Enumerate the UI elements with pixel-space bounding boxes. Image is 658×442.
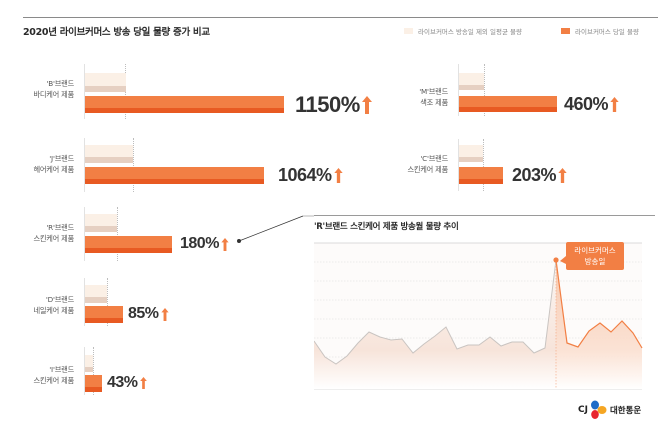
product-name: 색조 제품 bbox=[420, 98, 448, 107]
axis-line bbox=[458, 64, 459, 116]
legend-item-baseline: 라이브커머스 방송일 제외 일평균 물량 bbox=[404, 26, 522, 36]
cj-logo: CJ 대한통운 bbox=[578, 400, 641, 420]
up-arrow-icon bbox=[333, 168, 343, 183]
broadcast-day-point bbox=[553, 257, 559, 263]
product-name: 네일케어 제품 bbox=[33, 306, 74, 315]
broadcast-day-tooltip: 라이브커머스 방송일 bbox=[566, 242, 624, 270]
tooltip-line: 방송일 bbox=[584, 257, 606, 266]
brand-name: 'M'브랜드 bbox=[419, 87, 448, 96]
bar-live-b bbox=[85, 96, 284, 113]
header-rule bbox=[23, 17, 658, 18]
trend-panel-title: 'R'브랜드 스킨케어 제품 방송월 물량 추이 bbox=[314, 222, 459, 232]
increase-value-r: 180% bbox=[180, 235, 229, 253]
baseline-marker bbox=[107, 278, 108, 326]
product-name: 스킨케어 제품 bbox=[33, 376, 74, 385]
legend-swatch-orange bbox=[561, 28, 570, 34]
bar-baseline-c bbox=[459, 145, 483, 162]
brand-label-c: 'C'브랜드 스킨케어 제품 bbox=[407, 153, 448, 175]
legend-label: 라이브커머스 방송일 제외 일평균 물량 bbox=[418, 28, 522, 36]
bar-live-c bbox=[459, 167, 503, 184]
bar-baseline-j bbox=[85, 145, 133, 163]
axis-line bbox=[84, 278, 85, 326]
legend-swatch-light bbox=[404, 28, 413, 34]
bar-baseline-r bbox=[85, 214, 117, 232]
bar-baseline-i bbox=[85, 355, 93, 372]
brand-name: 'D'브랜드 bbox=[45, 295, 74, 304]
bar-live-d bbox=[85, 306, 123, 323]
brand-label-d: 'D'브랜드 네일케어 제품 bbox=[33, 294, 74, 316]
brand-name: 'C'브랜드 bbox=[420, 154, 448, 163]
product-name: 헤어케어 제품 bbox=[33, 165, 74, 174]
axis-line bbox=[84, 347, 85, 395]
tooltip-line: 라이브커머스 bbox=[574, 246, 616, 255]
axis-line bbox=[84, 64, 85, 119]
brand-label-b: 'B'브랜드 바디케어 제품 bbox=[33, 78, 74, 100]
legend-item-live: 라이브커머스 당일 물량 bbox=[561, 26, 639, 36]
brand-name: 'B'브랜드 bbox=[46, 79, 74, 88]
panel-rule bbox=[314, 215, 655, 216]
brand-name: 'J'브랜드 bbox=[49, 154, 74, 163]
legend-label: 라이브커머스 당일 물량 bbox=[575, 28, 639, 36]
bar-live-m bbox=[459, 96, 557, 112]
product-name: 스킨케어 제품 bbox=[33, 234, 74, 243]
brand-name: 'R'브랜드 bbox=[46, 223, 74, 232]
bar-live-j bbox=[85, 167, 264, 184]
product-name: 바디케어 제품 bbox=[33, 90, 74, 99]
page-title: 2020년 라이브커머스 방송 당일 물량 증가 비교 bbox=[23, 27, 210, 38]
increase-value-c: 203% bbox=[512, 165, 567, 186]
increase-value-d: 85% bbox=[128, 305, 169, 323]
logo-name-text: 대한통운 bbox=[609, 406, 642, 416]
axis-line bbox=[84, 207, 85, 261]
baseline-marker bbox=[93, 347, 94, 395]
brand-label-j: 'J'브랜드 헤어케어 제품 bbox=[33, 153, 74, 175]
bar-baseline-d bbox=[85, 285, 107, 303]
baseline-marker bbox=[133, 138, 134, 192]
brand-label-m: 'M'브랜드 색조 제품 bbox=[419, 86, 448, 108]
bar-baseline-b bbox=[85, 73, 126, 92]
bar-live-r bbox=[85, 236, 172, 253]
connector-line bbox=[237, 215, 314, 243]
increase-value-i: 43% bbox=[107, 374, 147, 392]
increase-value-b: 1150% bbox=[295, 92, 372, 118]
up-arrow-icon bbox=[610, 97, 619, 112]
product-name: 스킨케어 제품 bbox=[407, 165, 448, 174]
axis-line bbox=[84, 138, 85, 192]
up-arrow-icon bbox=[558, 168, 567, 183]
bar-baseline-m bbox=[459, 73, 484, 90]
baseline-marker bbox=[117, 207, 118, 261]
cj-petal-icon bbox=[590, 400, 607, 419]
up-arrow-icon bbox=[221, 237, 229, 251]
up-arrow-icon bbox=[160, 307, 169, 321]
increase-value-m: 460% bbox=[564, 94, 619, 115]
brand-label-i: 'I'브랜드 스킨케어 제품 bbox=[33, 364, 74, 386]
baseline-marker bbox=[484, 64, 485, 116]
logo-mark-text: CJ bbox=[578, 405, 588, 415]
bar-live-i bbox=[85, 375, 102, 392]
brand-name: 'I'브랜드 bbox=[49, 365, 74, 374]
up-arrow-icon bbox=[361, 96, 372, 114]
baseline-marker bbox=[483, 139, 484, 191]
brand-label-r: 'R'브랜드 스킨케어 제품 bbox=[33, 222, 74, 244]
up-arrow-icon bbox=[139, 377, 147, 389]
axis-line bbox=[458, 139, 459, 191]
increase-value-j: 1064% bbox=[278, 165, 343, 186]
